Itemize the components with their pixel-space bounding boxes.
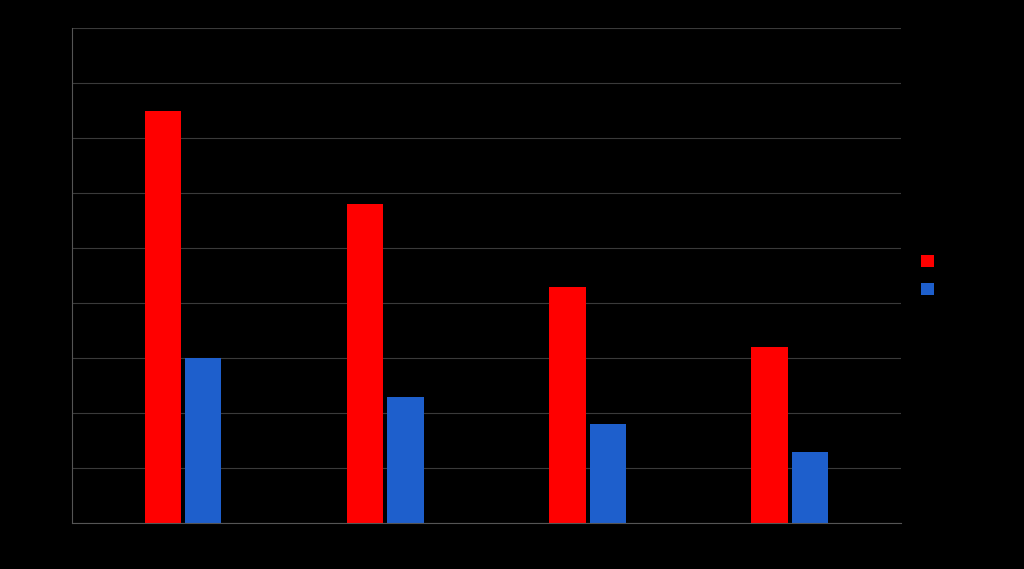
Bar	[387, 397, 424, 523]
Bar	[347, 204, 383, 523]
Bar	[752, 348, 787, 523]
Bar	[185, 358, 221, 523]
Bar	[792, 452, 828, 523]
Bar	[590, 424, 626, 523]
Bar	[144, 111, 181, 523]
Legend: , : ,	[916, 251, 949, 301]
Bar	[549, 287, 586, 523]
